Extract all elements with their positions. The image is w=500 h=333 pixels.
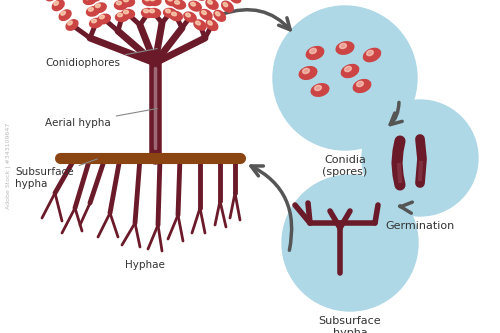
Ellipse shape (142, 8, 154, 18)
Ellipse shape (314, 85, 322, 91)
Ellipse shape (306, 47, 324, 59)
Ellipse shape (299, 67, 317, 79)
Circle shape (362, 100, 478, 216)
Ellipse shape (166, 9, 170, 13)
Ellipse shape (124, 0, 128, 2)
Ellipse shape (366, 50, 374, 56)
Ellipse shape (344, 66, 352, 72)
Ellipse shape (66, 20, 78, 30)
Ellipse shape (168, 0, 172, 1)
Ellipse shape (230, 0, 241, 3)
Ellipse shape (196, 21, 200, 25)
Ellipse shape (148, 0, 161, 6)
Ellipse shape (164, 8, 176, 18)
Ellipse shape (172, 0, 186, 9)
Text: Subsurface
hypha: Subsurface hypha (15, 159, 98, 189)
Ellipse shape (206, 0, 218, 9)
Ellipse shape (364, 48, 380, 62)
Ellipse shape (122, 10, 134, 19)
Ellipse shape (208, 0, 212, 4)
Ellipse shape (200, 10, 212, 20)
Ellipse shape (170, 11, 182, 21)
Ellipse shape (150, 9, 154, 13)
Ellipse shape (118, 13, 122, 17)
Ellipse shape (54, 1, 58, 5)
Ellipse shape (124, 10, 128, 14)
Ellipse shape (184, 12, 196, 22)
Ellipse shape (208, 21, 212, 25)
Ellipse shape (222, 1, 233, 12)
Text: Adobe Stock | #343109647: Adobe Stock | #343109647 (5, 123, 11, 209)
Ellipse shape (59, 10, 71, 20)
Ellipse shape (142, 0, 156, 6)
Ellipse shape (144, 0, 150, 1)
Ellipse shape (194, 20, 206, 30)
Ellipse shape (223, 3, 228, 7)
Text: Hyphae: Hyphae (125, 260, 165, 270)
Ellipse shape (202, 11, 206, 15)
Text: Conidiophores: Conidiophores (45, 49, 158, 68)
Ellipse shape (84, 0, 96, 4)
Ellipse shape (186, 13, 190, 17)
Text: Conidia
(spores): Conidia (spores) (322, 155, 368, 176)
Ellipse shape (166, 0, 178, 6)
Ellipse shape (90, 0, 102, 1)
Ellipse shape (354, 80, 370, 93)
Ellipse shape (116, 12, 128, 22)
Ellipse shape (336, 42, 354, 54)
Ellipse shape (144, 9, 148, 13)
Ellipse shape (61, 11, 66, 15)
Ellipse shape (311, 84, 329, 96)
Text: Subsurface
hypha: Subsurface hypha (318, 316, 382, 333)
Ellipse shape (340, 43, 346, 49)
Circle shape (273, 6, 417, 150)
Ellipse shape (114, 1, 128, 10)
Circle shape (282, 175, 418, 311)
Ellipse shape (206, 20, 218, 30)
Text: Aerial hypha: Aerial hypha (45, 109, 158, 128)
Ellipse shape (150, 0, 155, 1)
Ellipse shape (100, 15, 104, 19)
Text: Germination: Germination (386, 221, 454, 231)
Ellipse shape (98, 14, 110, 24)
Ellipse shape (174, 1, 180, 4)
Ellipse shape (172, 12, 176, 16)
Ellipse shape (122, 0, 134, 7)
Ellipse shape (46, 0, 58, 1)
Ellipse shape (356, 81, 364, 87)
Ellipse shape (116, 1, 121, 5)
Ellipse shape (148, 9, 160, 18)
Ellipse shape (94, 3, 106, 13)
Ellipse shape (68, 21, 72, 25)
Ellipse shape (190, 2, 196, 6)
Ellipse shape (342, 65, 358, 78)
Ellipse shape (96, 4, 100, 8)
Ellipse shape (189, 1, 202, 11)
Ellipse shape (90, 18, 102, 28)
Ellipse shape (86, 7, 100, 16)
Ellipse shape (310, 48, 316, 54)
Ellipse shape (88, 8, 94, 11)
Ellipse shape (92, 19, 96, 23)
Ellipse shape (214, 10, 226, 21)
Ellipse shape (216, 12, 220, 16)
Ellipse shape (52, 0, 64, 11)
Ellipse shape (302, 68, 310, 74)
